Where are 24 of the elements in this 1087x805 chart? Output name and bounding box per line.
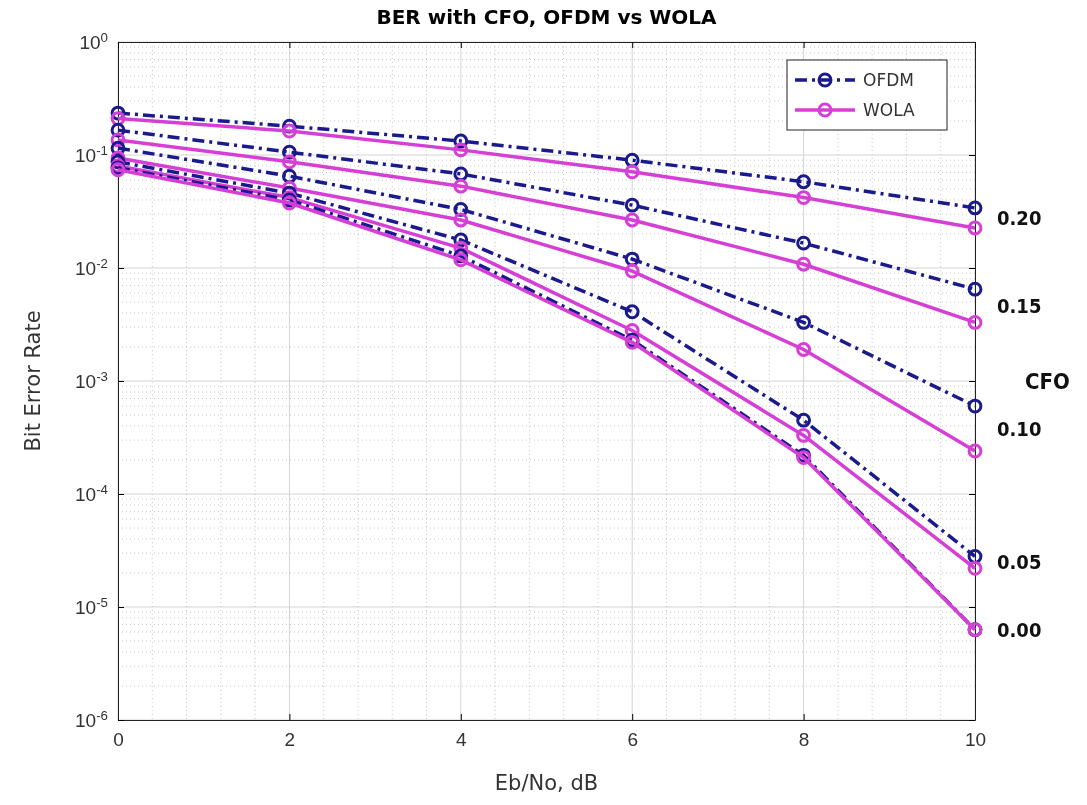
legend-label: OFDM bbox=[863, 69, 914, 90]
x-tick-label: 6 bbox=[627, 728, 638, 750]
y-tick-label: 10$^{-6}$ bbox=[75, 707, 108, 731]
y-tick-label: 10$^{-5}$ bbox=[75, 594, 108, 618]
text: 0.10 bbox=[997, 416, 1042, 441]
text: CFO bbox=[1025, 368, 1070, 394]
y-axis-title: Bit Error Rate bbox=[21, 310, 45, 452]
y-tick-label: 10$^{-4}$ bbox=[75, 481, 108, 505]
text: 0.20 bbox=[997, 205, 1042, 230]
x-tick-label: 2 bbox=[284, 728, 296, 750]
x-axis-title: Eb/No, dB bbox=[494, 771, 599, 795]
text: 0.05 bbox=[997, 550, 1042, 575]
chart-title: BER with CFO, OFDM vs WOLA bbox=[376, 5, 718, 29]
y-tick-label: 10$^{-2}$ bbox=[75, 255, 108, 279]
x-tick-label: 10 bbox=[964, 728, 987, 750]
y-tick-label: 10$^{0}$ bbox=[79, 29, 108, 53]
legend-label: WOLA bbox=[863, 99, 916, 120]
x-tick-label: 8 bbox=[798, 728, 810, 750]
y-tick-label: 10$^{-1}$ bbox=[75, 142, 108, 166]
text: 0.15 bbox=[997, 293, 1042, 318]
x-tick-label: 4 bbox=[456, 728, 468, 750]
y-tick-label: 10$^{-3}$ bbox=[75, 368, 108, 392]
text: 0.00 bbox=[997, 617, 1042, 642]
x-tick-label: 0 bbox=[113, 728, 124, 750]
